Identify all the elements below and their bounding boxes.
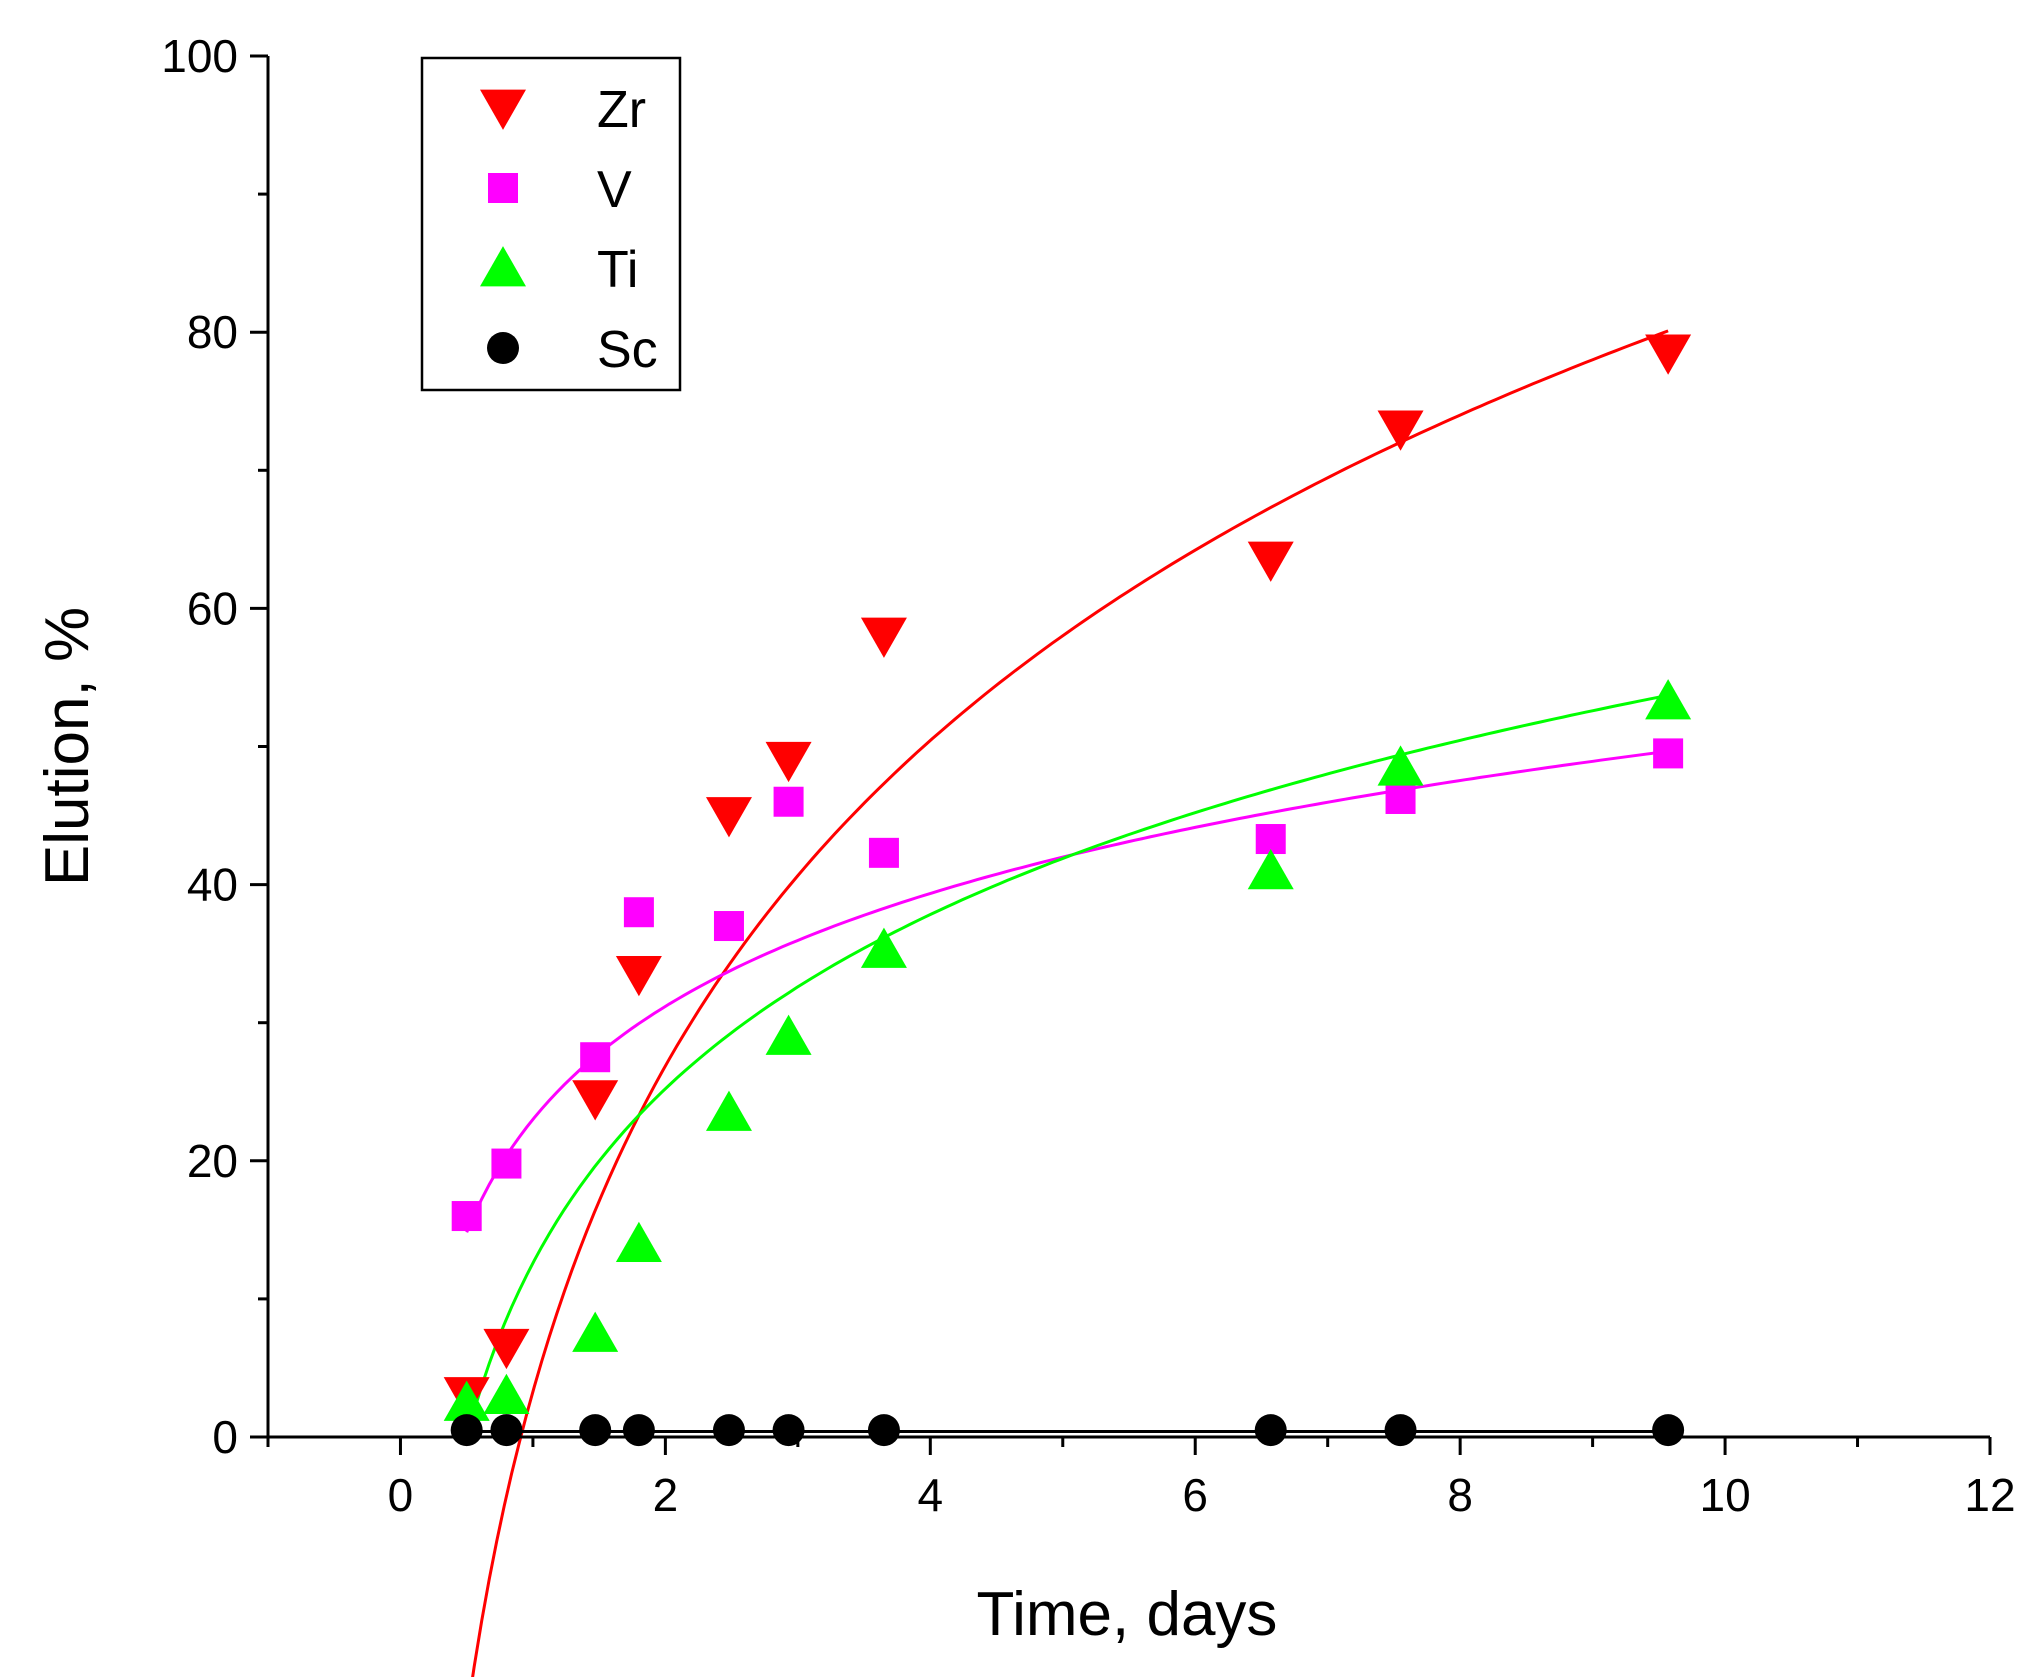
fit-curve-ti	[465, 693, 1669, 1438]
legend-label-v: V	[597, 161, 632, 219]
y-tick-label: 0	[212, 1411, 238, 1463]
data-point-zr	[1377, 410, 1424, 451]
data-point-ti	[1247, 848, 1294, 890]
y-axis-title: Elution, %	[33, 607, 102, 886]
data-point-zr	[483, 1328, 530, 1370]
data-point-zr	[705, 797, 752, 838]
data-point-sc	[490, 1414, 523, 1447]
fit-curves	[465, 329, 1669, 1677]
legend-label-ti: Ti	[597, 241, 638, 299]
legend-label-sc: Sc	[597, 321, 658, 379]
data-point-zr	[572, 1080, 619, 1121]
data-point-zr	[860, 617, 907, 658]
data-point-sc	[867, 1414, 900, 1447]
data-point-v	[1385, 783, 1416, 814]
y-tick-label: 20	[187, 1135, 238, 1187]
legend-label-zr: Zr	[597, 81, 646, 139]
data-point-ti	[765, 1014, 812, 1055]
data-point-ti	[572, 1311, 619, 1352]
y-tick-label: 100	[161, 30, 238, 82]
data-point-sc	[622, 1414, 655, 1447]
data-point-v	[1653, 738, 1684, 769]
data-point-sc	[579, 1414, 612, 1447]
axes: 0 2 4 6 8 10 12 0 20 40 60 80 100	[161, 30, 2015, 1521]
data-point-ti	[860, 927, 907, 968]
legend-box	[420, 56, 682, 392]
data-point-zr	[765, 741, 812, 783]
data-point-v	[580, 1042, 611, 1073]
data-point-zr	[1247, 541, 1294, 582]
data-point-sc	[1254, 1414, 1287, 1447]
legend-marker-sc	[487, 332, 519, 364]
x-tick-label: 8	[1447, 1469, 1473, 1521]
x-tick-label: 10	[1699, 1469, 1750, 1521]
x-tick-label: 4	[918, 1469, 944, 1521]
y-tick-label: 40	[187, 859, 238, 911]
data-point-ti	[1377, 745, 1424, 786]
legend: Zr V Ti Sc	[420, 56, 682, 392]
data-point-sc	[450, 1414, 483, 1447]
data-point-ti	[615, 1221, 662, 1263]
data-point-zr	[1645, 334, 1692, 375]
legend-marker-ti	[480, 246, 526, 287]
data-point-sc	[1384, 1414, 1417, 1447]
data-point-ti	[483, 1373, 530, 1414]
data-point-v	[451, 1201, 482, 1232]
y-tick-label: 60	[187, 582, 238, 634]
x-tick-label: 0	[388, 1469, 414, 1521]
data-point-sc	[1652, 1414, 1685, 1447]
data-point-sc	[772, 1414, 805, 1447]
x-tick-label: 12	[1964, 1469, 2015, 1521]
data-point-zr	[615, 955, 662, 997]
data-point-v	[713, 911, 744, 942]
data-point-ti	[1645, 679, 1692, 720]
data-point-sc	[712, 1414, 745, 1447]
legend-marker-zr	[480, 89, 526, 130]
data-point-v	[773, 786, 804, 817]
legend-marker-v	[488, 173, 518, 203]
x-tick-label: 2	[653, 1469, 679, 1521]
data-point-ti	[705, 1090, 752, 1131]
data-point-v	[623, 897, 654, 928]
x-axis-title: Time, days	[977, 1580, 1278, 1649]
data-point-v	[868, 837, 899, 868]
fit-curve-zr	[471, 329, 1669, 1677]
data-point-v	[491, 1148, 522, 1179]
x-tick-label: 6	[1182, 1469, 1208, 1521]
y-tick-label: 80	[187, 306, 238, 358]
data-point-ti	[443, 1380, 490, 1421]
